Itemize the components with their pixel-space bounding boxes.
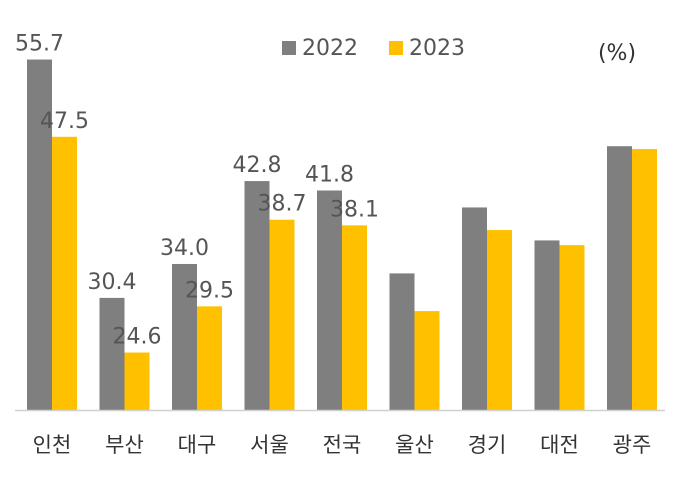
bar-2023-6 (487, 230, 512, 410)
x-tick-label: 대구 (178, 433, 217, 457)
data-label-2022-3: 42.8 (233, 153, 282, 178)
bar-2023-3 (269, 219, 295, 410)
x-tick-label: 울산 (395, 433, 434, 457)
data-label-2023-3: 38.7 (258, 192, 307, 217)
legend-swatch-2023 (389, 41, 403, 55)
data-labels: 55.7 47.5 30.4 24.6 34.0 29.5 42.8 38.7 41.8 38.1 (15, 32, 379, 350)
bar-2022-7 (534, 240, 560, 410)
legend-label-2022: 2022 (302, 36, 358, 61)
bar-2022-4 (317, 190, 342, 410)
legend-label-2023: 2023 (409, 36, 465, 61)
bar-2022-2 (172, 263, 197, 410)
bar-2023-8 (632, 149, 657, 410)
unit-label: (%) (598, 41, 636, 66)
x-tick-labels: 인천 부산 대구 서울 전국 울산 경기 대전 광주 (33, 433, 652, 457)
data-label-2022-0: 55.7 (15, 32, 64, 57)
data-label-2022-4: 41.8 (305, 162, 354, 187)
bar-2022-0 (27, 59, 52, 411)
legend: 2022 2023 (282, 36, 465, 61)
bar-2023-1 (124, 352, 150, 410)
bar-2022-5 (389, 273, 415, 410)
bar-2023-7 (559, 245, 585, 410)
data-label-2023-0: 47.5 (40, 109, 89, 134)
bars (27, 59, 657, 411)
data-label-2023-4: 38.1 (330, 197, 379, 222)
bar-2022-8 (607, 146, 632, 411)
x-tick-label: 부산 (105, 433, 144, 457)
x-tick-label: 인천 (33, 433, 72, 457)
bar-2022-3 (244, 181, 270, 410)
bar-2022-6 (462, 207, 487, 410)
x-tick-label: 전국 (323, 433, 362, 457)
x-tick-label: 대전 (540, 433, 579, 457)
x-tick-label: 광주 (613, 433, 652, 457)
data-label-2023-2: 29.5 (185, 278, 234, 303)
x-tick-label: 경기 (468, 433, 507, 457)
bar-2023-4 (342, 225, 367, 410)
legend-swatch-2022 (282, 41, 296, 55)
data-label-2022-1: 30.4 (88, 270, 137, 295)
bar-2023-5 (414, 311, 440, 410)
bar-2022-1 (99, 297, 125, 410)
data-label-2023-1: 24.6 (113, 325, 162, 350)
x-tick-label: 서울 (250, 433, 289, 457)
data-label-2022-2: 34.0 (160, 236, 209, 261)
bar-2023-2 (197, 306, 222, 410)
bar-2023-0 (52, 136, 77, 410)
